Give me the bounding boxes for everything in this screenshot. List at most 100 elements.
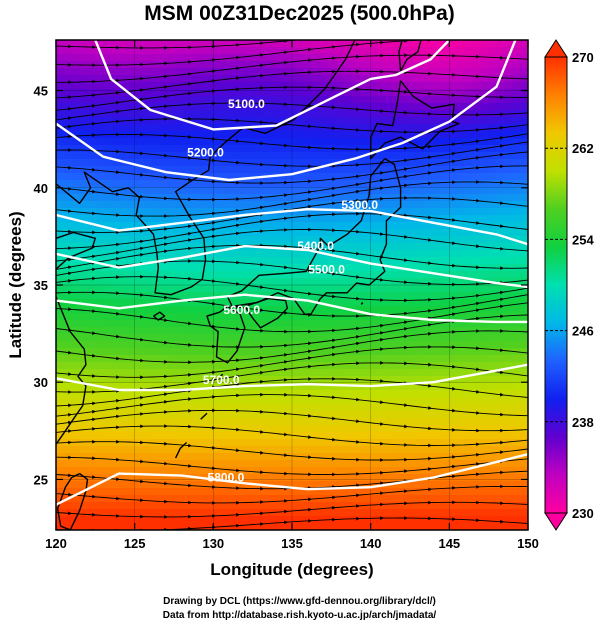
streamline-arrow bbox=[284, 216, 288, 221]
streamline-arrow bbox=[308, 413, 312, 418]
streamline-arrow bbox=[92, 254, 96, 259]
streamline-arrow bbox=[92, 79, 96, 84]
streamline-arrow bbox=[332, 472, 336, 477]
streamline-arrow bbox=[356, 472, 360, 476]
colorbar-bottom-triangle bbox=[544, 512, 568, 531]
streamline-arrow bbox=[68, 95, 72, 99]
streamline-arrow bbox=[452, 486, 456, 490]
coast-honshu bbox=[226, 158, 402, 315]
streamline-arrow bbox=[140, 274, 144, 279]
streamline-arrow bbox=[116, 457, 120, 462]
streamline-arrow bbox=[452, 54, 456, 58]
streamline-arrow bbox=[380, 338, 384, 342]
streamline-arrow bbox=[308, 364, 312, 369]
streamline-arrow bbox=[380, 129, 384, 134]
streamline-arrow bbox=[356, 335, 360, 339]
streamline-arrow bbox=[260, 328, 264, 333]
streamline-arrow bbox=[212, 179, 216, 184]
streamline-arrow bbox=[428, 309, 432, 313]
streamline-arrow bbox=[428, 345, 432, 349]
streamline-arrow bbox=[404, 298, 408, 303]
streamline-arrow bbox=[332, 395, 336, 400]
streamline-arrow bbox=[140, 498, 144, 502]
streamline-arrow bbox=[356, 397, 360, 402]
streamline-arrow bbox=[164, 374, 168, 379]
streamline-arrow bbox=[476, 329, 480, 333]
streamline-arrow bbox=[188, 197, 192, 202]
credit-drawing: Drawing by DCL (https://www.gfd-dennou.o… bbox=[163, 596, 436, 607]
streamline-arrow bbox=[308, 349, 312, 354]
streamline-arrow bbox=[356, 419, 360, 423]
streamline-arrow bbox=[164, 340, 168, 345]
streamline-arrow bbox=[404, 334, 408, 339]
streamline-arrow bbox=[500, 440, 504, 445]
streamline-arrow bbox=[212, 446, 216, 450]
streamline-arrow bbox=[188, 514, 192, 519]
streamline-arrow bbox=[356, 440, 360, 444]
x-tick-label: 125 bbox=[124, 536, 146, 551]
streamline-arrow bbox=[332, 345, 336, 350]
streamline-arrow bbox=[476, 128, 480, 132]
streamline-arrow bbox=[68, 492, 72, 497]
streamline-arrow bbox=[92, 211, 96, 216]
streamline-arrow bbox=[164, 74, 168, 79]
streamline-arrow bbox=[380, 197, 384, 201]
height-contour bbox=[94, 40, 451, 131]
streamline-arrow bbox=[500, 95, 504, 99]
streamline-arrow bbox=[140, 76, 144, 81]
y-tick-label: 40 bbox=[34, 181, 48, 196]
streamline-arrow bbox=[140, 337, 144, 342]
streamline-arrow bbox=[140, 214, 144, 218]
streamline bbox=[56, 302, 528, 333]
height-contour bbox=[56, 363, 528, 392]
streamline-arrow bbox=[452, 241, 456, 245]
streamline-arrow bbox=[116, 257, 120, 261]
streamline-arrow bbox=[308, 214, 312, 218]
streamline-arrow bbox=[332, 495, 336, 500]
streamline-arrow bbox=[188, 373, 192, 377]
y-axis-ticks: 25 30 35 40 45 bbox=[34, 84, 528, 487]
streamline-arrow bbox=[428, 53, 432, 58]
streamline-arrow bbox=[68, 63, 72, 67]
streamline-arrow bbox=[260, 229, 264, 233]
streamline-arrow bbox=[116, 149, 120, 154]
streamline-arrow bbox=[212, 359, 216, 364]
streamline-arrow bbox=[356, 349, 360, 354]
streamline-arrow bbox=[380, 379, 384, 383]
streamline-arrow bbox=[116, 514, 120, 518]
x-axis-ticks: 120 125 130 135 140 145 150 bbox=[45, 40, 539, 551]
x-tick-label: 150 bbox=[517, 536, 539, 551]
streamline-arrow bbox=[236, 374, 240, 379]
streamline-arrow bbox=[116, 356, 120, 361]
streamline bbox=[56, 133, 528, 150]
streamline-arrow bbox=[212, 227, 216, 232]
streamline-arrow bbox=[164, 153, 168, 158]
streamline-arrow bbox=[236, 231, 240, 236]
streamline-arrow bbox=[428, 171, 432, 175]
streamline-arrow bbox=[356, 198, 360, 203]
colorbar-tick-label: 254 bbox=[572, 232, 594, 247]
streamline-arrow bbox=[428, 323, 432, 327]
streamline-arrow bbox=[356, 174, 360, 179]
streamline-arrow bbox=[428, 332, 432, 336]
streamline-arrow bbox=[284, 360, 288, 364]
y-tick-label: 35 bbox=[34, 278, 48, 293]
streamline-arrow bbox=[140, 132, 144, 137]
streamline-arrow bbox=[212, 221, 216, 225]
streamline-arrow bbox=[380, 69, 384, 74]
contour-label: 5100.0 bbox=[228, 97, 265, 111]
streamline-arrow bbox=[404, 424, 408, 429]
streamline-arrow bbox=[260, 285, 264, 289]
streamline-arrow bbox=[260, 120, 264, 124]
streamline-arrow bbox=[164, 85, 168, 89]
streamline-arrow bbox=[164, 360, 168, 364]
streamline-arrow bbox=[284, 265, 288, 270]
streamline-arrow bbox=[236, 197, 240, 201]
streamline-arrow bbox=[452, 408, 456, 413]
x-axis-label: Longitude (degrees) bbox=[210, 560, 373, 579]
streamline-arrow bbox=[284, 509, 288, 514]
streamline-arrow bbox=[476, 390, 480, 394]
streamline-arrow bbox=[428, 112, 432, 116]
streamline-arrow bbox=[332, 186, 336, 191]
streamline-arrow bbox=[212, 69, 216, 73]
